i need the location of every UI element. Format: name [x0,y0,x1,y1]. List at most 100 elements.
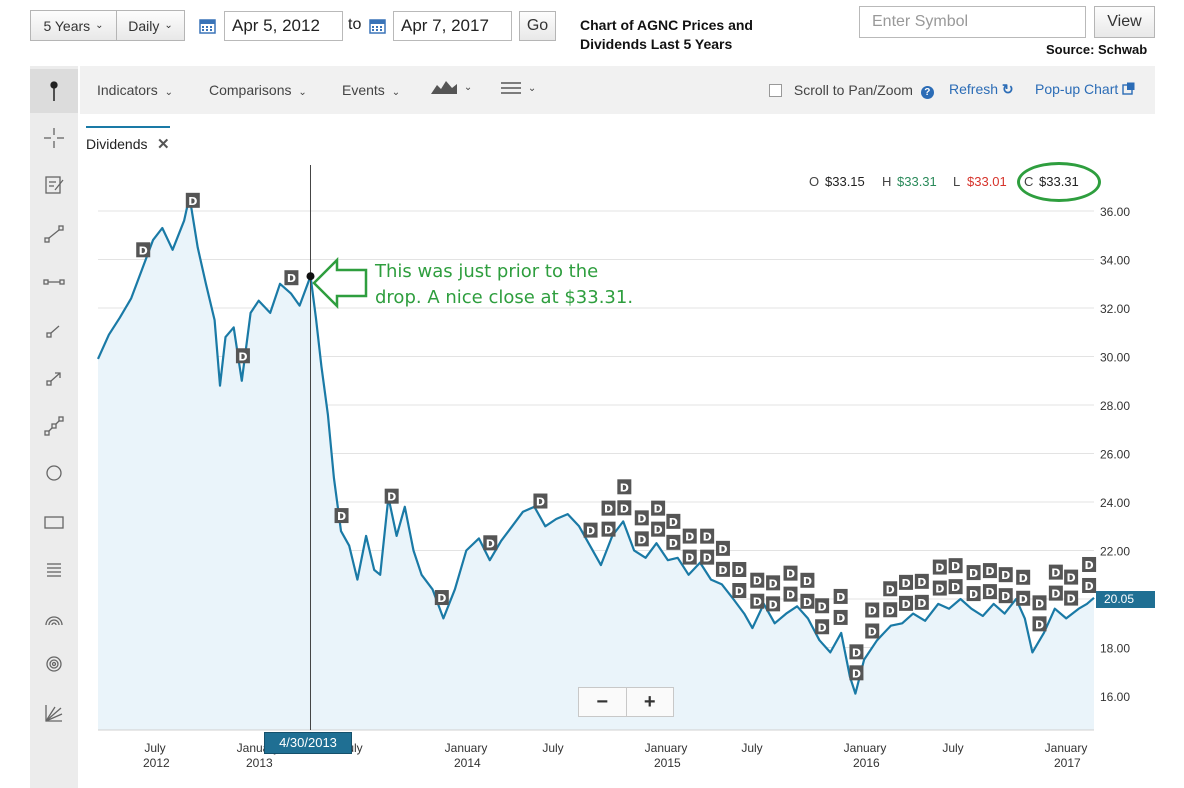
interval-select-label: Daily [128,17,160,34]
svg-text:D: D [637,533,646,546]
y-tick-label: 34.00 [1100,254,1130,268]
gann-fan-tool[interactable] [30,693,78,733]
svg-text:D: D [703,552,712,565]
dividend-marker: D [334,508,349,524]
calendar-icon[interactable] [199,17,216,34]
svg-text:D: D [604,524,613,537]
note-edit-icon [45,176,64,194]
dividend-marker: D [750,572,765,588]
svg-text:D: D [1035,597,1044,610]
indicators-menu[interactable]: Indicators ⌄ [97,82,173,98]
ellipse-tool[interactable] [30,453,78,493]
interval-select[interactable]: Daily ⌄ [116,10,185,41]
events-menu[interactable]: Events ⌄ [342,82,400,98]
rectangle-icon [44,516,64,529]
dividend-marker: D [883,602,898,618]
dividend-marker: D [849,665,864,681]
mountain-chart-icon [431,81,457,94]
scroll-checkbox[interactable] [769,84,782,97]
dividend-marker: D [583,522,598,538]
x-tick-year: 2017 [1054,756,1081,770]
high-value: $33.31 [897,174,937,189]
crosshair-tool[interactable] [30,118,78,158]
chart-title-line2: Dividends Last 5 Years [580,36,733,52]
svg-text:D: D [669,537,678,550]
help-icon[interactable]: ? [920,86,934,99]
calendar-icon[interactable] [369,17,386,34]
svg-text:D: D [868,605,877,618]
dividend-marker: D [1064,590,1079,606]
svg-text:D: D [703,531,712,544]
dividend-marker: D [899,574,914,590]
dividend-marker: D [966,586,981,602]
dividend-marker: D [533,493,548,509]
fib-arc-tool[interactable] [30,598,78,638]
annotation-line2: drop. A nice close at $33.31. [375,287,634,308]
crosshair-icon [44,128,64,148]
svg-text:D: D [654,524,663,537]
target-icon [46,656,62,672]
view-button[interactable]: View [1094,6,1155,38]
rectangle-tool[interactable] [30,502,78,542]
refresh-link[interactable]: Refresh ↻ [949,81,1014,98]
channel-tool[interactable] [30,406,78,446]
zoom-in-button[interactable]: + [643,690,656,713]
svg-text:D: D [886,583,895,596]
fan-icon [45,705,63,722]
range-select[interactable]: 5 Years ⌄ [30,10,117,41]
drawing-tools-sidebar [30,66,78,788]
dividend-marker: D [948,579,963,595]
dividend-marker: D [700,549,715,565]
indicators-label: Indicators [97,82,158,98]
dividend-marker: D [483,535,498,551]
svg-text:D: D [1067,572,1076,585]
date-to-input[interactable]: Apr 7, 2017 [393,11,512,41]
dividend-marker: D [1082,577,1097,593]
svg-text:D: D [951,581,960,594]
settings-menu[interactable]: ⌄ [501,81,536,98]
fibonacci-tool[interactable] [30,550,78,590]
dividend-marker: D [998,567,1013,583]
dividend-marker: D [800,593,815,609]
x-tick-month: January [445,741,488,755]
svg-text:D: D [486,537,495,550]
popup-chart-link[interactable]: Pop-up Chart [1035,81,1135,97]
go-button[interactable]: Go [519,11,556,41]
arrow-tool[interactable] [30,359,78,399]
dividend-marker: D [284,270,299,286]
date-from-input[interactable]: Apr 5, 2012 [224,11,343,41]
chart-title: Chart of AGNC Prices and Dividends Last … [580,16,753,54]
svg-text:D: D [718,543,727,556]
horizontal-line-tool[interactable] [30,262,78,302]
svg-text:D: D [886,604,895,617]
scroll-pan-toggle[interactable]: Scroll to Pan/Zoom ? [769,82,934,99]
pointer-tool[interactable] [30,69,78,113]
to-label: to [348,16,362,33]
dividend-marker: D [434,590,449,606]
open-label: O [809,174,820,189]
low-value: $33.01 [967,174,1007,189]
annotation-text: This was just prior to the drop. A nice … [375,259,633,311]
ray-tool[interactable] [30,311,78,351]
annotation-tool[interactable] [30,165,78,205]
svg-text:D: D [637,512,646,525]
zoom-out-button[interactable]: − [579,688,627,716]
x-tick-month: January [1045,741,1088,755]
chart-type-menu[interactable]: ⌄ [431,80,472,97]
close-icon[interactable]: ✕ [157,136,170,153]
dividend-marker: D [634,510,649,526]
tab-dividends-label: Dividends [86,136,148,152]
line-tool[interactable] [30,214,78,254]
dividend-marker: D [136,242,151,258]
fib-circle-tool[interactable] [30,644,78,684]
comparisons-menu[interactable]: Comparisons ⌄ [209,82,307,98]
external-window-icon [1122,82,1135,95]
svg-text:D: D [586,525,595,538]
symbol-input[interactable]: Enter Symbol [859,6,1086,38]
y-tick-label: 16.00 [1100,690,1130,704]
svg-text:D: D [685,552,694,565]
tab-dividends[interactable]: Dividends ✕ [86,126,170,154]
dividend-marker: D [865,602,880,618]
